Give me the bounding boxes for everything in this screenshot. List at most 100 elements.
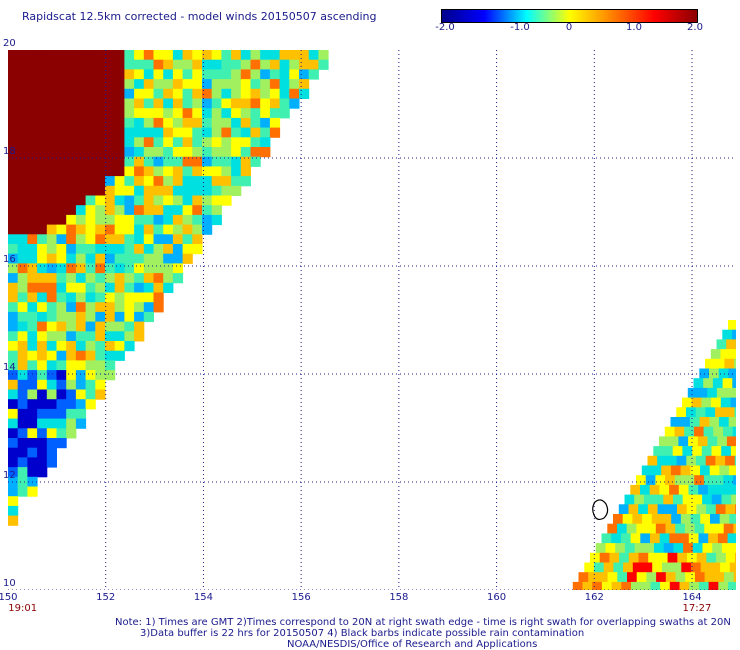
wind-cell bbox=[590, 552, 601, 563]
wind-cell bbox=[105, 59, 116, 70]
wind-cell bbox=[703, 475, 715, 486]
wind-cell bbox=[124, 311, 135, 323]
wind-cell bbox=[8, 263, 19, 274]
wind-cell bbox=[37, 79, 48, 90]
wind-cell bbox=[678, 484, 689, 496]
wind-cell bbox=[221, 108, 232, 119]
wind-cell bbox=[85, 147, 96, 158]
wind-cell bbox=[163, 185, 174, 196]
wind-cell bbox=[675, 572, 686, 583]
wind-cell bbox=[299, 79, 310, 90]
wind-cell bbox=[601, 533, 612, 544]
wind-cell bbox=[182, 205, 193, 216]
wind-cell bbox=[163, 98, 174, 109]
wind-cell bbox=[708, 581, 719, 590]
wind-cell bbox=[8, 331, 19, 342]
wind-cell bbox=[46, 370, 57, 381]
wind-cell bbox=[8, 360, 19, 371]
wind-cell bbox=[27, 127, 38, 138]
wind-cell bbox=[46, 302, 57, 313]
wind-cell bbox=[105, 341, 116, 352]
wind-cell bbox=[134, 195, 145, 206]
wind-cell bbox=[172, 98, 184, 109]
wind-cell bbox=[114, 282, 125, 293]
wind-cell bbox=[613, 562, 624, 573]
wind-cell bbox=[85, 59, 96, 70]
wind-cell bbox=[240, 79, 251, 90]
wind-cell bbox=[211, 69, 222, 80]
wind-cell bbox=[172, 108, 184, 119]
wind-cell bbox=[105, 98, 116, 109]
wind-cell bbox=[27, 263, 38, 274]
wind-cell bbox=[646, 572, 657, 583]
wind-cell bbox=[702, 494, 713, 505]
wind-cell bbox=[279, 69, 290, 80]
wind-cell bbox=[153, 263, 164, 274]
wind-cell bbox=[114, 98, 125, 109]
wind-cell bbox=[37, 69, 48, 80]
wind-cell bbox=[105, 117, 116, 129]
wind-cell bbox=[8, 147, 19, 158]
wind-cell bbox=[163, 176, 174, 187]
wind-cell bbox=[27, 486, 38, 497]
wind-cell bbox=[105, 205, 116, 216]
wind-cell bbox=[66, 273, 77, 284]
wind-cell bbox=[105, 282, 116, 293]
wind-cell bbox=[17, 467, 28, 478]
wind-cell bbox=[710, 562, 721, 573]
wind-cell bbox=[66, 418, 77, 429]
wind-cell bbox=[153, 234, 164, 245]
wind-cell bbox=[134, 185, 145, 196]
wind-cell bbox=[17, 234, 28, 245]
wind-cell bbox=[56, 379, 67, 390]
wind-cell bbox=[56, 117, 67, 129]
wind-cell bbox=[221, 50, 232, 61]
wind-cell bbox=[221, 88, 232, 99]
wind-cell bbox=[134, 69, 145, 80]
wind-cell bbox=[46, 292, 57, 303]
wind-cell bbox=[37, 127, 48, 138]
wind-cell bbox=[66, 127, 77, 138]
wind-cell bbox=[202, 185, 213, 196]
wind-cell bbox=[56, 428, 67, 439]
wind-cell bbox=[46, 447, 57, 458]
wind-cell bbox=[105, 331, 116, 342]
wind-cell bbox=[269, 108, 281, 119]
wind-cell bbox=[105, 108, 116, 119]
wind-cell bbox=[706, 504, 717, 515]
wind-cell bbox=[202, 205, 213, 216]
wind-cell bbox=[124, 331, 135, 342]
wind-cell bbox=[697, 387, 708, 399]
wind-cell bbox=[27, 166, 38, 177]
wind-cell bbox=[56, 108, 67, 119]
wind-cell bbox=[46, 69, 57, 80]
wind-cell bbox=[124, 224, 135, 235]
wind-cell bbox=[611, 581, 622, 590]
wind-cell bbox=[622, 514, 633, 525]
wind-cell bbox=[143, 224, 154, 235]
wind-cell bbox=[708, 533, 719, 544]
wind-cell bbox=[172, 214, 184, 226]
wind-cell bbox=[202, 214, 213, 226]
wind-cell bbox=[105, 273, 116, 284]
longitude-label: 156 bbox=[291, 592, 311, 603]
wind-cell bbox=[182, 244, 193, 255]
map-title: Rapidscat 12.5km corrected - model winds… bbox=[22, 10, 377, 23]
wind-cell bbox=[8, 350, 19, 361]
wind-cell bbox=[85, 331, 96, 342]
wind-cell bbox=[85, 127, 96, 138]
wind-cell bbox=[615, 543, 626, 554]
wind-cell bbox=[211, 195, 222, 206]
wind-cell bbox=[37, 457, 48, 468]
wind-cell bbox=[17, 108, 28, 119]
wind-cell bbox=[85, 370, 96, 381]
wind-cell bbox=[631, 581, 642, 590]
wind-cell bbox=[713, 475, 724, 486]
wind-cell bbox=[202, 147, 213, 158]
wind-cell bbox=[8, 370, 19, 381]
wind-cell bbox=[17, 399, 28, 410]
wind-cell bbox=[37, 331, 48, 342]
wind-cell bbox=[105, 234, 116, 245]
wind-cell bbox=[153, 273, 164, 284]
wind-cell bbox=[681, 562, 692, 573]
